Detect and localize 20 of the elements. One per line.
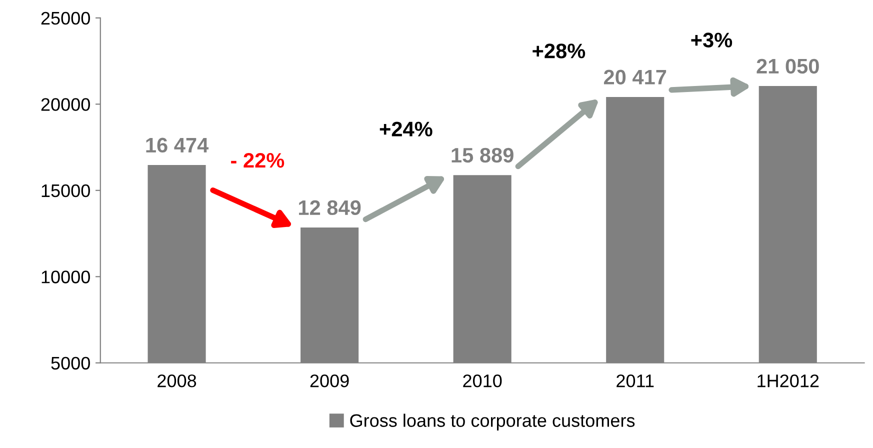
- annotation: +3%: [691, 32, 732, 48]
- y-tick-label: 25000: [41, 12, 90, 25]
- annotation: - 22%: [231, 153, 284, 168]
- x-tick-label: 1H2012: [758, 374, 819, 388]
- legend-label: Gross loans to corporate customers: [350, 414, 635, 431]
- data-label: 20 417: [604, 70, 666, 85]
- annotation: +24%: [380, 122, 432, 136]
- data-label: 12 849: [299, 200, 361, 216]
- y-tick-label: 20000: [41, 98, 90, 111]
- y-tick-label: 15000: [42, 184, 90, 198]
- x-tick-label: 2009: [310, 374, 349, 388]
- y-tick-label: 5000: [51, 356, 90, 370]
- data-label: 16 474: [146, 138, 209, 153]
- data-label: 21 050: [756, 58, 819, 74]
- x-tick-label: 2008: [158, 374, 196, 388]
- x-tick-label: 2010: [463, 374, 502, 388]
- data-label: 15 889: [452, 148, 514, 163]
- y-tick-label: 10000: [42, 270, 90, 284]
- annotation: +28%: [532, 44, 586, 58]
- x-tick-label: 2011: [616, 374, 654, 388]
